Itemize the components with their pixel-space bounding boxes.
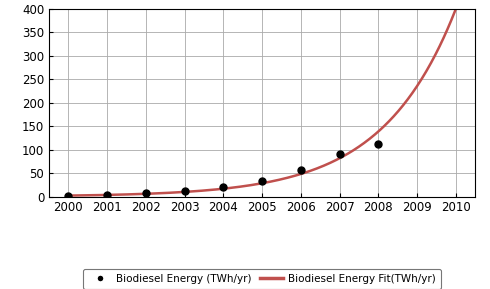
Point — [336, 152, 343, 157]
Point — [258, 179, 266, 183]
Point — [181, 188, 189, 193]
Legend: Biodiesel Energy (TWh/yr), Biodiesel Energy Fit(TWh/yr): Biodiesel Energy (TWh/yr), Biodiesel Ene… — [83, 268, 441, 289]
Point — [142, 191, 150, 196]
Point — [297, 167, 305, 172]
Point — [65, 193, 73, 198]
Point — [220, 185, 227, 190]
Point — [374, 142, 382, 146]
Point — [103, 193, 111, 197]
